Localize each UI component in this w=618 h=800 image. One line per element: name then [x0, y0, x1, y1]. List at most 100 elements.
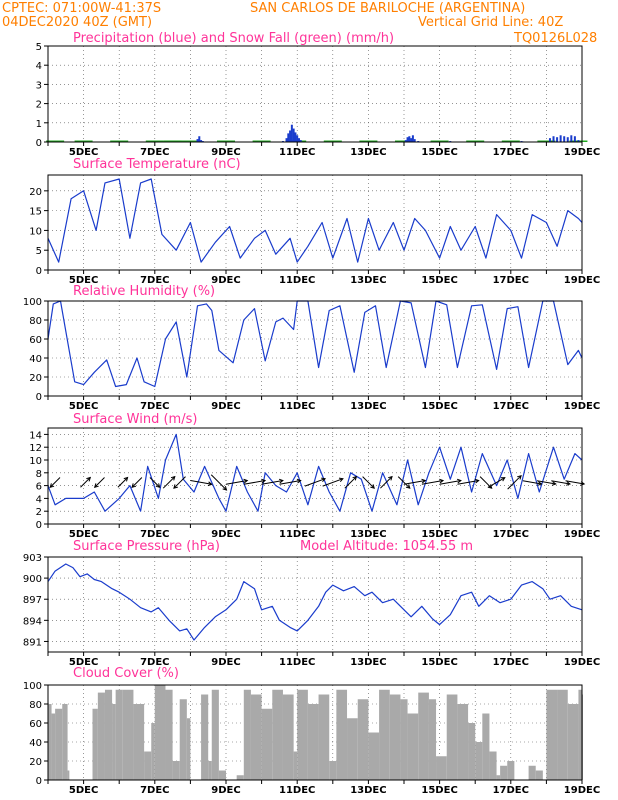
precip-bar [196, 139, 199, 142]
humidity-series-line [47, 300, 583, 388]
cloud-bar [578, 689, 582, 780]
wind-data [47, 433, 586, 512]
cloud-bar [347, 718, 358, 780]
cloud-bar [318, 694, 330, 780]
cloud-bar [336, 689, 348, 780]
wind-arrow [322, 478, 344, 487]
header-model: TQ0126L028 [513, 31, 597, 46]
temperature-xtick-label: 17DEC [493, 275, 529, 286]
header-grid-line: Vertical Grid Line: 40Z [418, 15, 563, 30]
wind-ytick-label: 4 [36, 494, 42, 505]
wind-arrow [421, 480, 444, 485]
snow-bar [181, 140, 200, 142]
precip-bar [548, 138, 551, 142]
precip-xtick-label: 5DEC [69, 147, 98, 158]
humidity-frame [47, 300, 583, 397]
humidity-xtick-label: 5DEC [69, 401, 98, 412]
cloud-ytick-label: 80 [29, 700, 42, 711]
panel-temperature: Surface Temperature (nC) 0 5 10 15 20 5DEC 7DEC… [29, 157, 600, 286]
wind-xtick-label: 11DEC [279, 529, 315, 540]
wind-arrow [522, 480, 542, 485]
temperature-series-line [47, 178, 583, 263]
panel-cloud: Cloud Cover (%) 0 20 40 60 80 100 5DEC 7DEC 9DEC 1… [23, 666, 600, 796]
precip-bar [559, 135, 562, 142]
wind-arrow [210, 474, 227, 491]
precip-xtick-label: 15DEC [421, 147, 457, 158]
wind-arrow [362, 476, 375, 489]
cloud-bar [243, 689, 251, 780]
wind-arrow [536, 480, 556, 485]
cloud-data [48, 685, 583, 780]
header-run-date: 04DEC2020 40Z (GMT) [2, 15, 152, 30]
header-station: SAN CARLOS DE BARILOCHE (ARGENTINA) [250, 1, 525, 16]
cloud-bar [307, 704, 319, 780]
wind-ytick-label: 0 [36, 520, 42, 531]
humidity-ytick-label: 40 [29, 354, 42, 365]
precip-xtick-label: 7DEC [140, 147, 169, 158]
temperature-xtick-label: 13DEC [350, 275, 386, 286]
cloud-bar [112, 704, 116, 780]
cloud-xtick-label: 13DEC [350, 785, 386, 796]
cloud-bar [261, 708, 273, 780]
temperature-data [47, 178, 583, 263]
wind-xtick-label: 7DEC [140, 529, 169, 540]
wind-arrow [380, 476, 393, 489]
temperature-title: Surface Temperature (nC) [73, 157, 241, 172]
wind-ytick-label: 6 [36, 482, 42, 493]
wind-arrow [565, 480, 585, 485]
cloud-bar [55, 708, 63, 780]
cloud-bar [500, 765, 508, 780]
precip-bar [410, 138, 413, 142]
precip-bar [287, 133, 290, 142]
temperature-ytick-label: 5 [36, 246, 42, 257]
pressure-series-line [47, 563, 583, 641]
wind-arrow-head [170, 475, 176, 481]
snow-bar [430, 140, 449, 142]
cloud-bar [496, 775, 501, 780]
precip-bar [200, 140, 203, 142]
wind-arrow-head [421, 478, 427, 484]
cloud-bar [446, 694, 458, 780]
cloud-xtick-label: 15DEC [421, 785, 457, 796]
precip-bar [289, 130, 292, 142]
wind-arrow [162, 476, 176, 489]
cloud-bar [97, 692, 105, 780]
precip-frame [47, 45, 583, 143]
precip-bar [296, 135, 299, 142]
wind-arrow-head [278, 478, 284, 484]
wind-arrow-head [49, 483, 55, 489]
wind-arrow [457, 480, 479, 485]
cloud-bar [468, 723, 476, 780]
wind-arrow-head [388, 475, 393, 481]
humidity-xtick-label: 13DEC [350, 401, 386, 412]
wind-arrow-head [405, 484, 411, 489]
humidity-xtick-label: 9DEC [211, 401, 240, 412]
cloud-bar [179, 699, 187, 780]
cloud-bar [357, 699, 369, 780]
precip-bar [556, 137, 559, 142]
wind-ytick-label: 8 [36, 469, 42, 480]
cloud-bar [133, 704, 145, 780]
cloud-bar [272, 689, 283, 780]
precip-bar [573, 136, 576, 142]
precip-ytick-label: 2 [36, 100, 42, 111]
precip-bar [413, 139, 416, 142]
pressure-xtick-label: 13DEC [350, 657, 386, 668]
precip-ytick-label: 0 [36, 138, 42, 149]
wind-series-line [47, 433, 583, 512]
wind-arrow [80, 477, 91, 488]
wind-arrow [279, 480, 301, 485]
precip-bar [570, 135, 573, 142]
precip-title: Precipitation (blue) and Snow Fall (gree… [73, 31, 394, 46]
wind-xtick-label: 13DEC [350, 529, 386, 540]
pressure-ytick-label: 894 [23, 616, 42, 627]
precip-bar [566, 137, 569, 142]
wind-arrow-head [474, 478, 480, 484]
cloud-ytick-label: 40 [29, 738, 42, 749]
humidity-title: Relative Humidity (%) [73, 284, 215, 299]
wind-ytick-label: 10 [29, 456, 42, 467]
cloud-frame [47, 684, 583, 781]
wind-ytick-label: 14 [29, 430, 42, 441]
wind-arrow [397, 476, 411, 489]
precip-bar [299, 140, 302, 142]
